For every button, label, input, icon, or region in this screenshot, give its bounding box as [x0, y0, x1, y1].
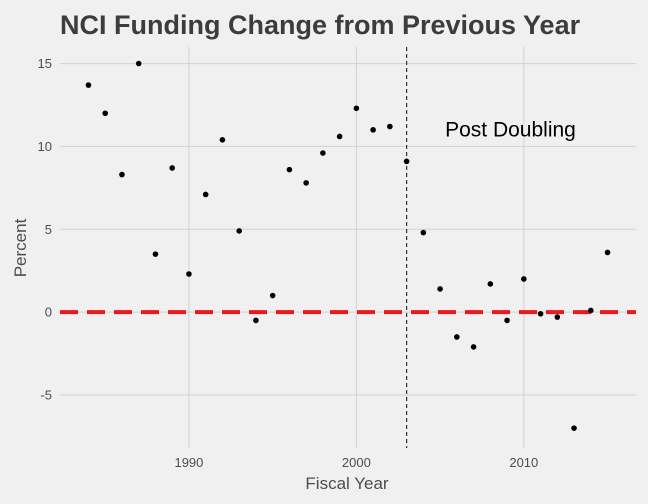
data-point-2014	[587, 307, 594, 314]
chart-title: NCI Funding Change from Previous Year	[60, 10, 581, 40]
data-point-1994	[253, 317, 259, 324]
data-points	[85, 60, 611, 431]
y-tick-label-2: 5	[45, 222, 52, 237]
data-point-1985	[102, 110, 109, 117]
data-point-2008	[487, 281, 494, 287]
data-point-1993	[236, 228, 242, 234]
x-tick-label-0: 1990	[174, 455, 203, 470]
data-point-1999	[336, 133, 343, 140]
data-point-2011	[537, 310, 544, 317]
data-point-1997	[303, 180, 309, 186]
data-point-1990	[186, 271, 192, 277]
data-point-2012	[554, 314, 561, 320]
annotation-0: Post Doubling	[445, 118, 576, 141]
data-point-2004	[420, 229, 427, 236]
data-point-1996	[286, 166, 293, 173]
data-point-1986	[119, 171, 125, 178]
data-point-1989	[169, 165, 175, 171]
x-tick-label-1: 2000	[342, 455, 371, 470]
x-tick-label-2: 2010	[509, 455, 538, 470]
data-point-1988	[152, 251, 159, 257]
data-point-2005	[437, 286, 443, 292]
data-point-2015	[604, 249, 611, 256]
data-point-2006	[454, 334, 460, 340]
data-point-2002	[387, 123, 393, 130]
x-axis-label: Fiscal Year	[305, 474, 388, 493]
data-point-2000	[353, 105, 360, 112]
y-axis-ticks: 15 10 5 0 -5	[38, 56, 52, 402]
data-point-1991	[202, 191, 209, 198]
y-tick-label-4: -5	[40, 387, 52, 402]
data-point-2013	[571, 425, 577, 431]
data-point-2001	[370, 127, 376, 133]
y-tick-label-0: 15	[38, 56, 52, 71]
reference-lines	[60, 47, 636, 448]
data-point-2003	[403, 158, 410, 165]
y-axis-label: Percent	[11, 218, 30, 277]
data-point-1992	[219, 136, 226, 143]
y-tick-label-3: 0	[45, 305, 52, 320]
data-point-1987	[135, 60, 142, 67]
grid-lines	[60, 47, 636, 448]
data-point-1998	[320, 150, 326, 156]
y-tick-label-1: 10	[38, 139, 52, 154]
data-point-2010	[521, 276, 527, 282]
annotations: Post Doubling	[445, 118, 576, 141]
x-axis-ticks: 1990 2000 2010	[174, 455, 538, 470]
data-point-1984	[85, 82, 92, 88]
data-point-2007	[470, 344, 477, 350]
data-point-1995	[269, 292, 276, 299]
data-point-2009	[504, 317, 510, 324]
